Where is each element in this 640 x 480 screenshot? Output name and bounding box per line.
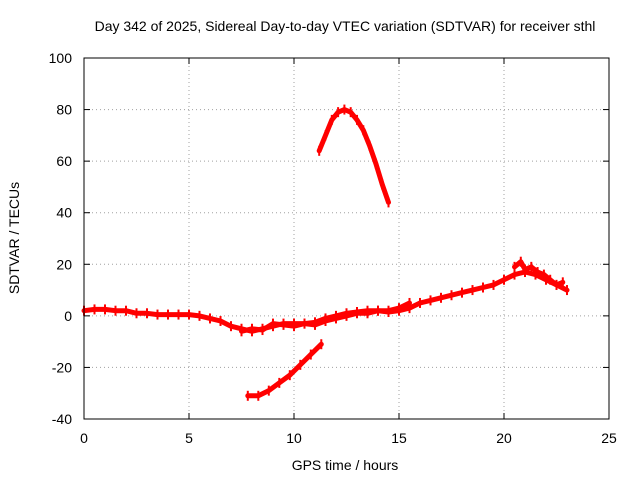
y-tick-label: -40 [52, 411, 72, 427]
y-tick-label: -20 [52, 359, 72, 375]
plot-frame [83, 57, 610, 420]
axis-ticks: 0 5 10 15 20 25 -40 -20 0 20 40 60 80 100 [49, 50, 617, 446]
series-line [316, 107, 391, 205]
x-tick-label: 15 [391, 430, 407, 446]
x-tick-label: 20 [496, 430, 512, 446]
data-series [81, 104, 570, 401]
chart-title: Day 342 of 2025, Sidereal Day-to-day VTE… [95, 18, 596, 34]
x-tick-label: 10 [286, 430, 302, 446]
y-tick-label: 100 [49, 50, 73, 66]
series-upper-arc [316, 104, 391, 208]
x-tick-label: 0 [80, 430, 88, 446]
series-lower-segment [245, 339, 324, 401]
y-tick-label: 0 [64, 308, 72, 324]
y-tick-label: 80 [56, 102, 72, 118]
y-axis-label: SDTVAR / TECUs [6, 182, 22, 294]
series-noisy-band [239, 297, 412, 337]
x-tick-label: 25 [601, 430, 617, 446]
y-tick-label: 60 [56, 153, 72, 169]
y-tick-label: 40 [56, 205, 72, 221]
x-tick-label: 5 [185, 430, 193, 446]
x-axis-label: GPS time / hours [292, 457, 399, 473]
series-line [245, 341, 324, 399]
grid-lines [84, 58, 609, 419]
series-late-cluster [512, 256, 566, 290]
y-tick-label: 20 [56, 256, 72, 272]
